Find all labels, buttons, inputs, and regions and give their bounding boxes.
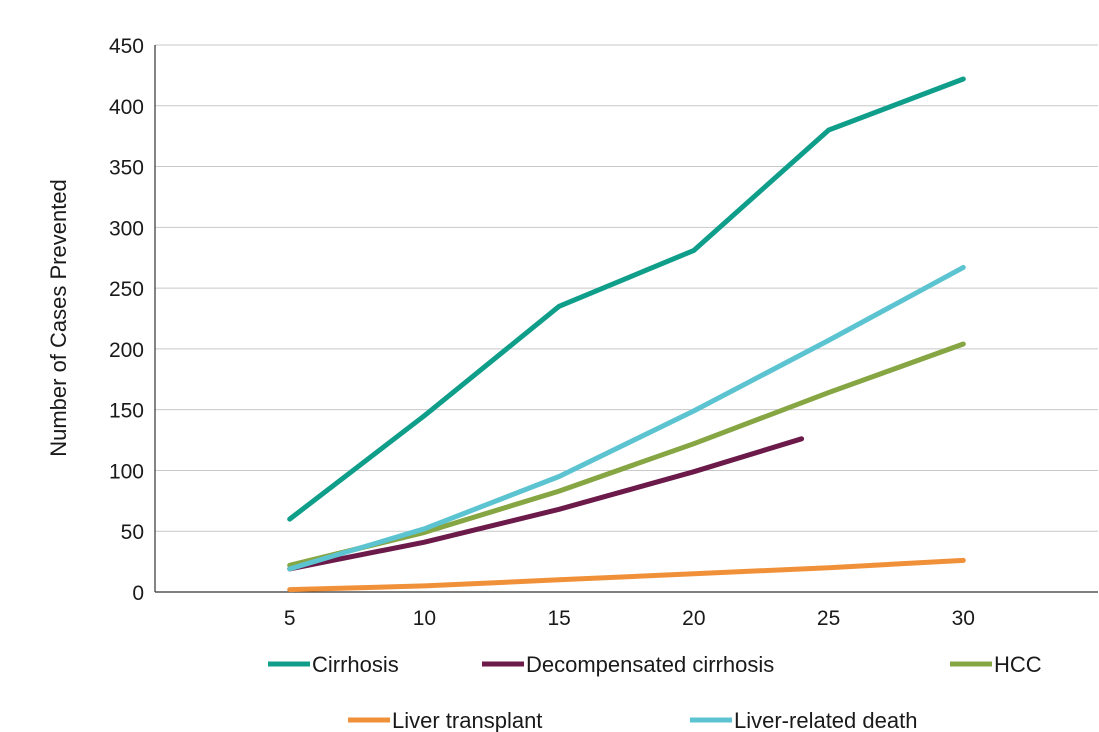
legend-item-hcc: HCC [950, 652, 1042, 677]
series-line-liver-related-death [287, 264, 966, 572]
y-tick-label: 200 [109, 339, 144, 362]
series-lines [287, 76, 966, 593]
legend: Cirrhosis Decompensated cirrhosis HCC Liver… [268, 652, 1042, 732]
legend-label: Cirrhosis [312, 652, 399, 677]
series-line-cirrhosis [287, 76, 966, 522]
x-tick-label: 15 [547, 607, 570, 630]
series-line-liver-transplant [287, 557, 966, 593]
legend-label: HCC [994, 652, 1042, 677]
y-tick-label: 400 [109, 96, 144, 119]
y-tick-labels: 0 50 100 150 200 250 300 350 400 450 [109, 35, 144, 605]
y-tick-label: 450 [109, 35, 144, 58]
legend-item-decompensated-cirrhosis: Decompensated cirrhosis [482, 652, 774, 677]
legend-item-cirrhosis: Cirrhosis [268, 652, 399, 677]
legend-item-liver-related-death: Liver-related death [690, 708, 917, 732]
axes [154, 45, 1098, 593]
series-line-decompensated-cirrhosis [287, 436, 805, 572]
y-tick-label: 300 [109, 217, 144, 240]
gridlines [155, 44, 1098, 532]
y-tick-label: 50 [121, 521, 144, 544]
y-tick-label: 0 [132, 582, 144, 605]
y-axis-label: Number of Cases Prevented [46, 179, 71, 457]
y-tick-label: 100 [109, 460, 144, 483]
legend-label: Liver-related death [734, 708, 917, 732]
x-tick-label: 10 [413, 607, 436, 630]
x-tick-labels: 5 10 15 20 25 30 [284, 607, 975, 630]
legend-label: Liver transplant [392, 708, 542, 732]
x-tick-label: 25 [817, 607, 840, 630]
y-tick-label: 350 [109, 157, 144, 180]
y-tick-label: 150 [109, 400, 144, 423]
x-tick-label: 5 [284, 607, 296, 630]
y-tick-label: 250 [109, 278, 144, 301]
legend-label: Decompensated cirrhosis [526, 652, 774, 677]
x-tick-label: 30 [952, 607, 975, 630]
legend-item-liver-transplant: Liver transplant [348, 708, 542, 732]
x-tick-label: 20 [682, 607, 705, 630]
series-line-hcc [287, 341, 966, 568]
